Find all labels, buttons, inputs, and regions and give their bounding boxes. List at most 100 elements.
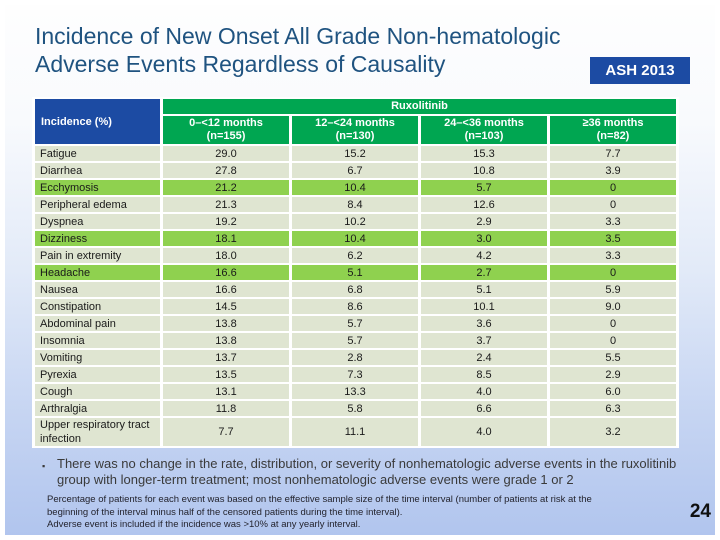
conference-badge: ASH 2013	[590, 57, 690, 84]
footnotes: Percentage of patients for each event wa…	[47, 494, 667, 532]
summary-bullet: ▪ There was no change in the rate, distr…	[37, 456, 697, 488]
value-cell: 8.4	[292, 197, 418, 212]
event-label: Diarrhea	[35, 163, 160, 178]
event-label: Peripheral edema	[35, 197, 160, 212]
column-header: 0–<12 months (n=155)	[163, 116, 289, 144]
column-header: 24–<36 months (n=103)	[421, 116, 547, 144]
column-header-n: (n=103)	[464, 130, 504, 142]
value-cell: 7.7	[550, 146, 676, 161]
value-cell: 6.2	[292, 248, 418, 263]
value-cell: 2.7	[421, 265, 547, 280]
group-header: Ruxolitinib	[163, 99, 676, 114]
page-title: Incidence of New Onset All Grade Non-hem…	[35, 22, 695, 78]
value-cell: 3.2	[550, 418, 676, 446]
event-label: Pain in extremity	[35, 248, 160, 263]
event-label: Insomnia	[35, 333, 160, 348]
value-cell: 4.0	[421, 384, 547, 399]
value-cell: 3.3	[550, 214, 676, 229]
column-header-n: (n=82)	[596, 130, 630, 142]
value-cell: 13.3	[292, 384, 418, 399]
value-cell: 13.7	[163, 350, 289, 365]
value-cell: 5.7	[292, 333, 418, 348]
bullet-marker: ▪	[42, 461, 46, 471]
column-header-n: (n=155)	[206, 130, 246, 142]
value-cell: 16.6	[163, 282, 289, 297]
value-cell: 10.4	[292, 231, 418, 246]
value-cell: 11.8	[163, 401, 289, 416]
column-header-range: 0–<12 months	[189, 117, 263, 129]
value-cell: 10.1	[421, 299, 547, 314]
adverse-events-table: Incidence (%) Ruxolitinib 0–<12 months (n…	[32, 97, 679, 448]
value-cell: 0	[550, 265, 676, 280]
event-label: Nausea	[35, 282, 160, 297]
value-cell: 21.2	[163, 180, 289, 195]
group-header-row: Incidence (%) Ruxolitinib	[35, 99, 676, 144]
value-cell: 3.0	[421, 231, 547, 246]
table-row: Peripheral edema 21.3 8.4 12.6 0	[35, 197, 676, 212]
table-row: Nausea 16.6 6.8 5.1 5.9	[35, 282, 676, 297]
value-cell: 6.6	[421, 401, 547, 416]
value-cell: 0	[550, 316, 676, 331]
corner-header: Incidence (%)	[35, 99, 160, 144]
event-label: Ecchymosis	[35, 180, 160, 195]
value-cell: 9.0	[550, 299, 676, 314]
table-row: Dyspnea 19.2 10.2 2.9 3.3	[35, 214, 676, 229]
column-header-range: 12–<24 months	[315, 117, 395, 129]
value-cell: 2.9	[421, 214, 547, 229]
value-cell: 0	[550, 197, 676, 212]
column-header: 12–<24 months (n=130)	[292, 116, 418, 144]
value-cell: 27.8	[163, 163, 289, 178]
value-cell: 18.0	[163, 248, 289, 263]
column-header-n: (n=130)	[335, 130, 375, 142]
value-cell: 11.1	[292, 418, 418, 446]
value-cell: 5.7	[421, 180, 547, 195]
event-label: Constipation	[35, 299, 160, 314]
table-row: Abdominal pain 13.8 5.7 3.6 0	[35, 316, 676, 331]
value-cell: 7.3	[292, 367, 418, 382]
value-cell: 10.4	[292, 180, 418, 195]
event-label: Headache	[35, 265, 160, 280]
column-header-range: ≥36 months	[582, 117, 644, 129]
table-row: Pyrexia 13.5 7.3 8.5 2.9	[35, 367, 676, 382]
column-header-range: 24–<36 months	[444, 117, 524, 129]
table-row: Headache 16.6 5.1 2.7 0	[35, 265, 676, 280]
event-label: Fatigue	[35, 146, 160, 161]
value-cell: 5.9	[550, 282, 676, 297]
table-header: Incidence (%) Ruxolitinib 0–<12 months (n…	[35, 99, 676, 144]
value-cell: 13.1	[163, 384, 289, 399]
value-cell: 13.8	[163, 333, 289, 348]
value-cell: 5.5	[550, 350, 676, 365]
value-cell: 6.3	[550, 401, 676, 416]
title-line-1: Incidence of New Onset All Grade Non-hem…	[35, 23, 561, 49]
event-label: Dyspnea	[35, 214, 160, 229]
value-cell: 2.9	[550, 367, 676, 382]
value-cell: 5.7	[292, 316, 418, 331]
value-cell: 5.8	[292, 401, 418, 416]
value-cell: 18.1	[163, 231, 289, 246]
value-cell: 3.3	[550, 248, 676, 263]
value-cell: 14.5	[163, 299, 289, 314]
title-line-2: Adverse Events Regardless of Causality	[35, 51, 446, 77]
event-label: Arthralgia	[35, 401, 160, 416]
value-cell: 0	[550, 180, 676, 195]
table-row: Insomnia 13.8 5.7 3.7 0	[35, 333, 676, 348]
value-cell: 19.2	[163, 214, 289, 229]
event-label: Dizziness	[35, 231, 160, 246]
value-cell: 16.6	[163, 265, 289, 280]
table-row: Arthralgia 11.8 5.8 6.6 6.3	[35, 401, 676, 416]
table-body: Fatigue 29.0 15.2 15.3 7.7 Diarrhea 27.8 6.7 10.…	[35, 146, 676, 446]
value-cell: 15.3	[421, 146, 547, 161]
event-label: Pyrexia	[35, 367, 160, 382]
value-cell: 3.5	[550, 231, 676, 246]
value-cell: 4.2	[421, 248, 547, 263]
value-cell: 3.9	[550, 163, 676, 178]
value-cell: 13.5	[163, 367, 289, 382]
table-row: Fatigue 29.0 15.2 15.3 7.7	[35, 146, 676, 161]
event-label: Cough	[35, 384, 160, 399]
event-label: Vomiting	[35, 350, 160, 365]
value-cell: 13.8	[163, 316, 289, 331]
table-row: Constipation 14.5 8.6 10.1 9.0	[35, 299, 676, 314]
column-header: ≥36 months (n=82)	[550, 116, 676, 144]
value-cell: 6.7	[292, 163, 418, 178]
